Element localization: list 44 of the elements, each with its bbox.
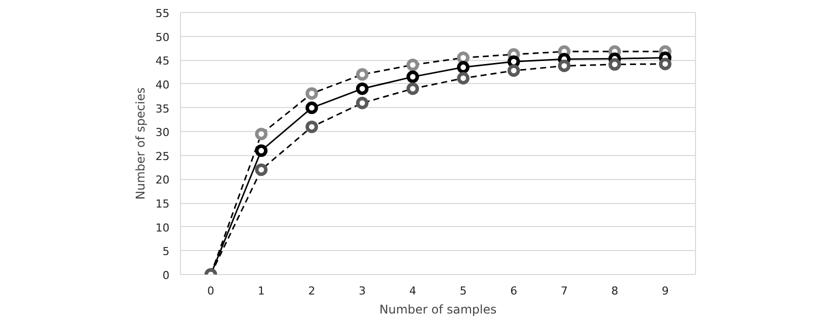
y-tick-label: 40 bbox=[156, 78, 170, 92]
point bbox=[558, 60, 570, 72]
x-tick-label: 3 bbox=[358, 284, 366, 298]
y-tick-label: 0 bbox=[162, 269, 170, 282]
point bbox=[356, 82, 369, 95]
point bbox=[406, 70, 420, 84]
x-tick-label: 0 bbox=[207, 284, 214, 298]
point bbox=[306, 87, 318, 100]
x-tick-label: 6 bbox=[510, 284, 518, 298]
point bbox=[255, 144, 268, 157]
y-tick-label: 30 bbox=[156, 126, 170, 140]
point bbox=[456, 72, 470, 84]
x-tick-label: 9 bbox=[662, 284, 669, 298]
x-axis-title: Number of samples bbox=[379, 302, 497, 316]
point bbox=[356, 68, 369, 81]
x-tick-label: 8 bbox=[611, 284, 618, 298]
x-tick-label: 1 bbox=[258, 284, 265, 298]
point bbox=[658, 58, 672, 70]
x-tick-label: 7 bbox=[560, 284, 568, 298]
y-axis-title: Number of species bbox=[134, 87, 148, 200]
point bbox=[456, 61, 470, 74]
y-tick-label: 15 bbox=[156, 198, 170, 211]
y-tick-label: 5 bbox=[162, 245, 170, 258]
point bbox=[306, 120, 318, 134]
point bbox=[608, 58, 621, 71]
point bbox=[356, 96, 369, 110]
point bbox=[406, 82, 420, 95]
y-tick-label: 20 bbox=[156, 174, 170, 187]
y-tick-label: 45 bbox=[156, 54, 170, 68]
y-tick-label: 25 bbox=[156, 150, 170, 163]
point bbox=[306, 102, 318, 114]
y-tick-label: 10 bbox=[156, 221, 170, 234]
point bbox=[255, 163, 268, 176]
point bbox=[507, 55, 520, 68]
y-tick-label: 35 bbox=[156, 102, 170, 116]
y-tick-label: 50 bbox=[156, 30, 170, 44]
point bbox=[255, 128, 268, 140]
point bbox=[456, 52, 470, 64]
y-tick-label: 55 bbox=[156, 7, 170, 20]
x-tick-label: 2 bbox=[308, 284, 316, 298]
x-tick-label: 5 bbox=[460, 284, 467, 298]
point bbox=[406, 58, 420, 72]
x-tick-label: 4 bbox=[409, 284, 416, 298]
point bbox=[507, 64, 520, 77]
